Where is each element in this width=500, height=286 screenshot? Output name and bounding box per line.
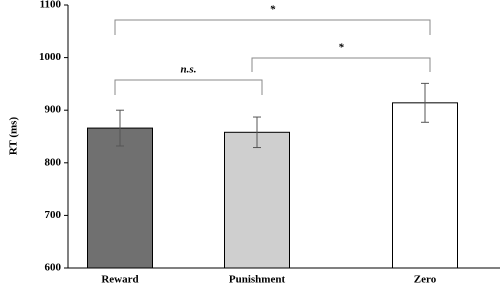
bar bbox=[392, 102, 458, 269]
y-tick-label: 700 bbox=[45, 209, 62, 221]
y-tick-label: 600 bbox=[45, 262, 62, 274]
bar bbox=[224, 131, 290, 269]
x-tick-label: Reward bbox=[101, 274, 138, 286]
y-tick-label: 900 bbox=[45, 104, 62, 116]
y-tick-label: 1000 bbox=[39, 51, 62, 63]
significance-label: n.s. bbox=[181, 64, 197, 76]
y-tick-label: 1100 bbox=[40, 0, 62, 11]
bar bbox=[87, 127, 153, 269]
significance-bracket bbox=[251, 57, 431, 72]
significance-label: * bbox=[338, 42, 344, 54]
significance-label: * bbox=[270, 4, 276, 16]
significance-bracket bbox=[114, 79, 263, 95]
y-tick-label: 800 bbox=[45, 156, 62, 168]
x-tick-label: Zero bbox=[414, 274, 437, 286]
y-axis-label: RT (ms) bbox=[8, 117, 20, 156]
x-tick-label: Punishment bbox=[229, 274, 286, 286]
significance-bracket bbox=[114, 19, 431, 35]
